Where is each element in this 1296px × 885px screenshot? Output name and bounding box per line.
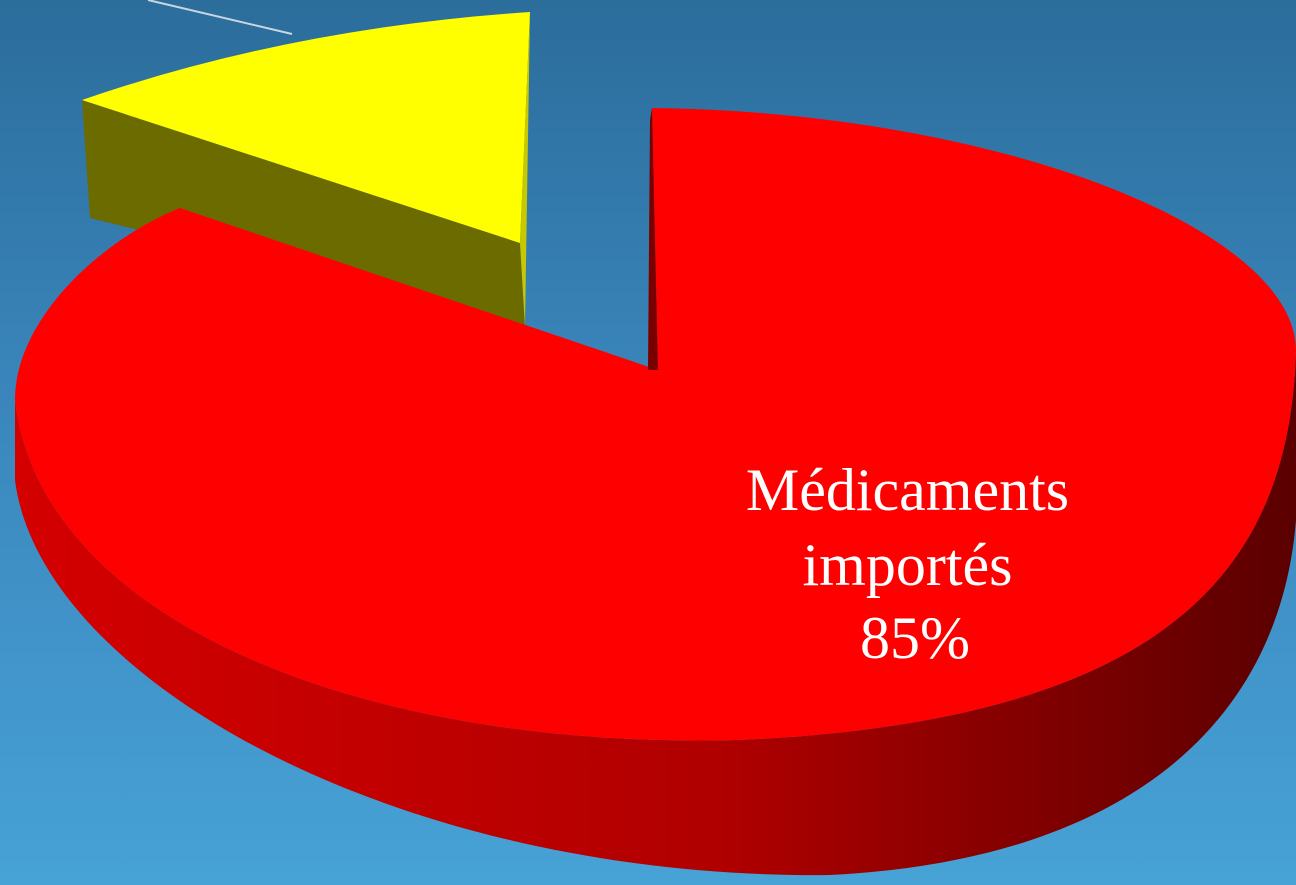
leader-line (147, 0, 293, 35)
pie-slice-1-cut-edge (648, 108, 658, 370)
pie-slice-2-side (82, 100, 525, 326)
slice-label-value: 85% (860, 605, 970, 671)
pie-slice-2-top (82, 12, 530, 243)
pie-slice-2 (82, 12, 530, 326)
slice-label-line-2: importés (803, 532, 1013, 598)
slice-label: Médicaments importés 85% (746, 457, 1084, 671)
pie-slice-1-side (15, 350, 1296, 876)
slice-label-line-1: Médicaments (746, 457, 1069, 523)
pie-slice-1-top (15, 108, 1296, 741)
pie-slice-2-edge (520, 12, 530, 326)
pie-slice-1 (15, 108, 1296, 876)
